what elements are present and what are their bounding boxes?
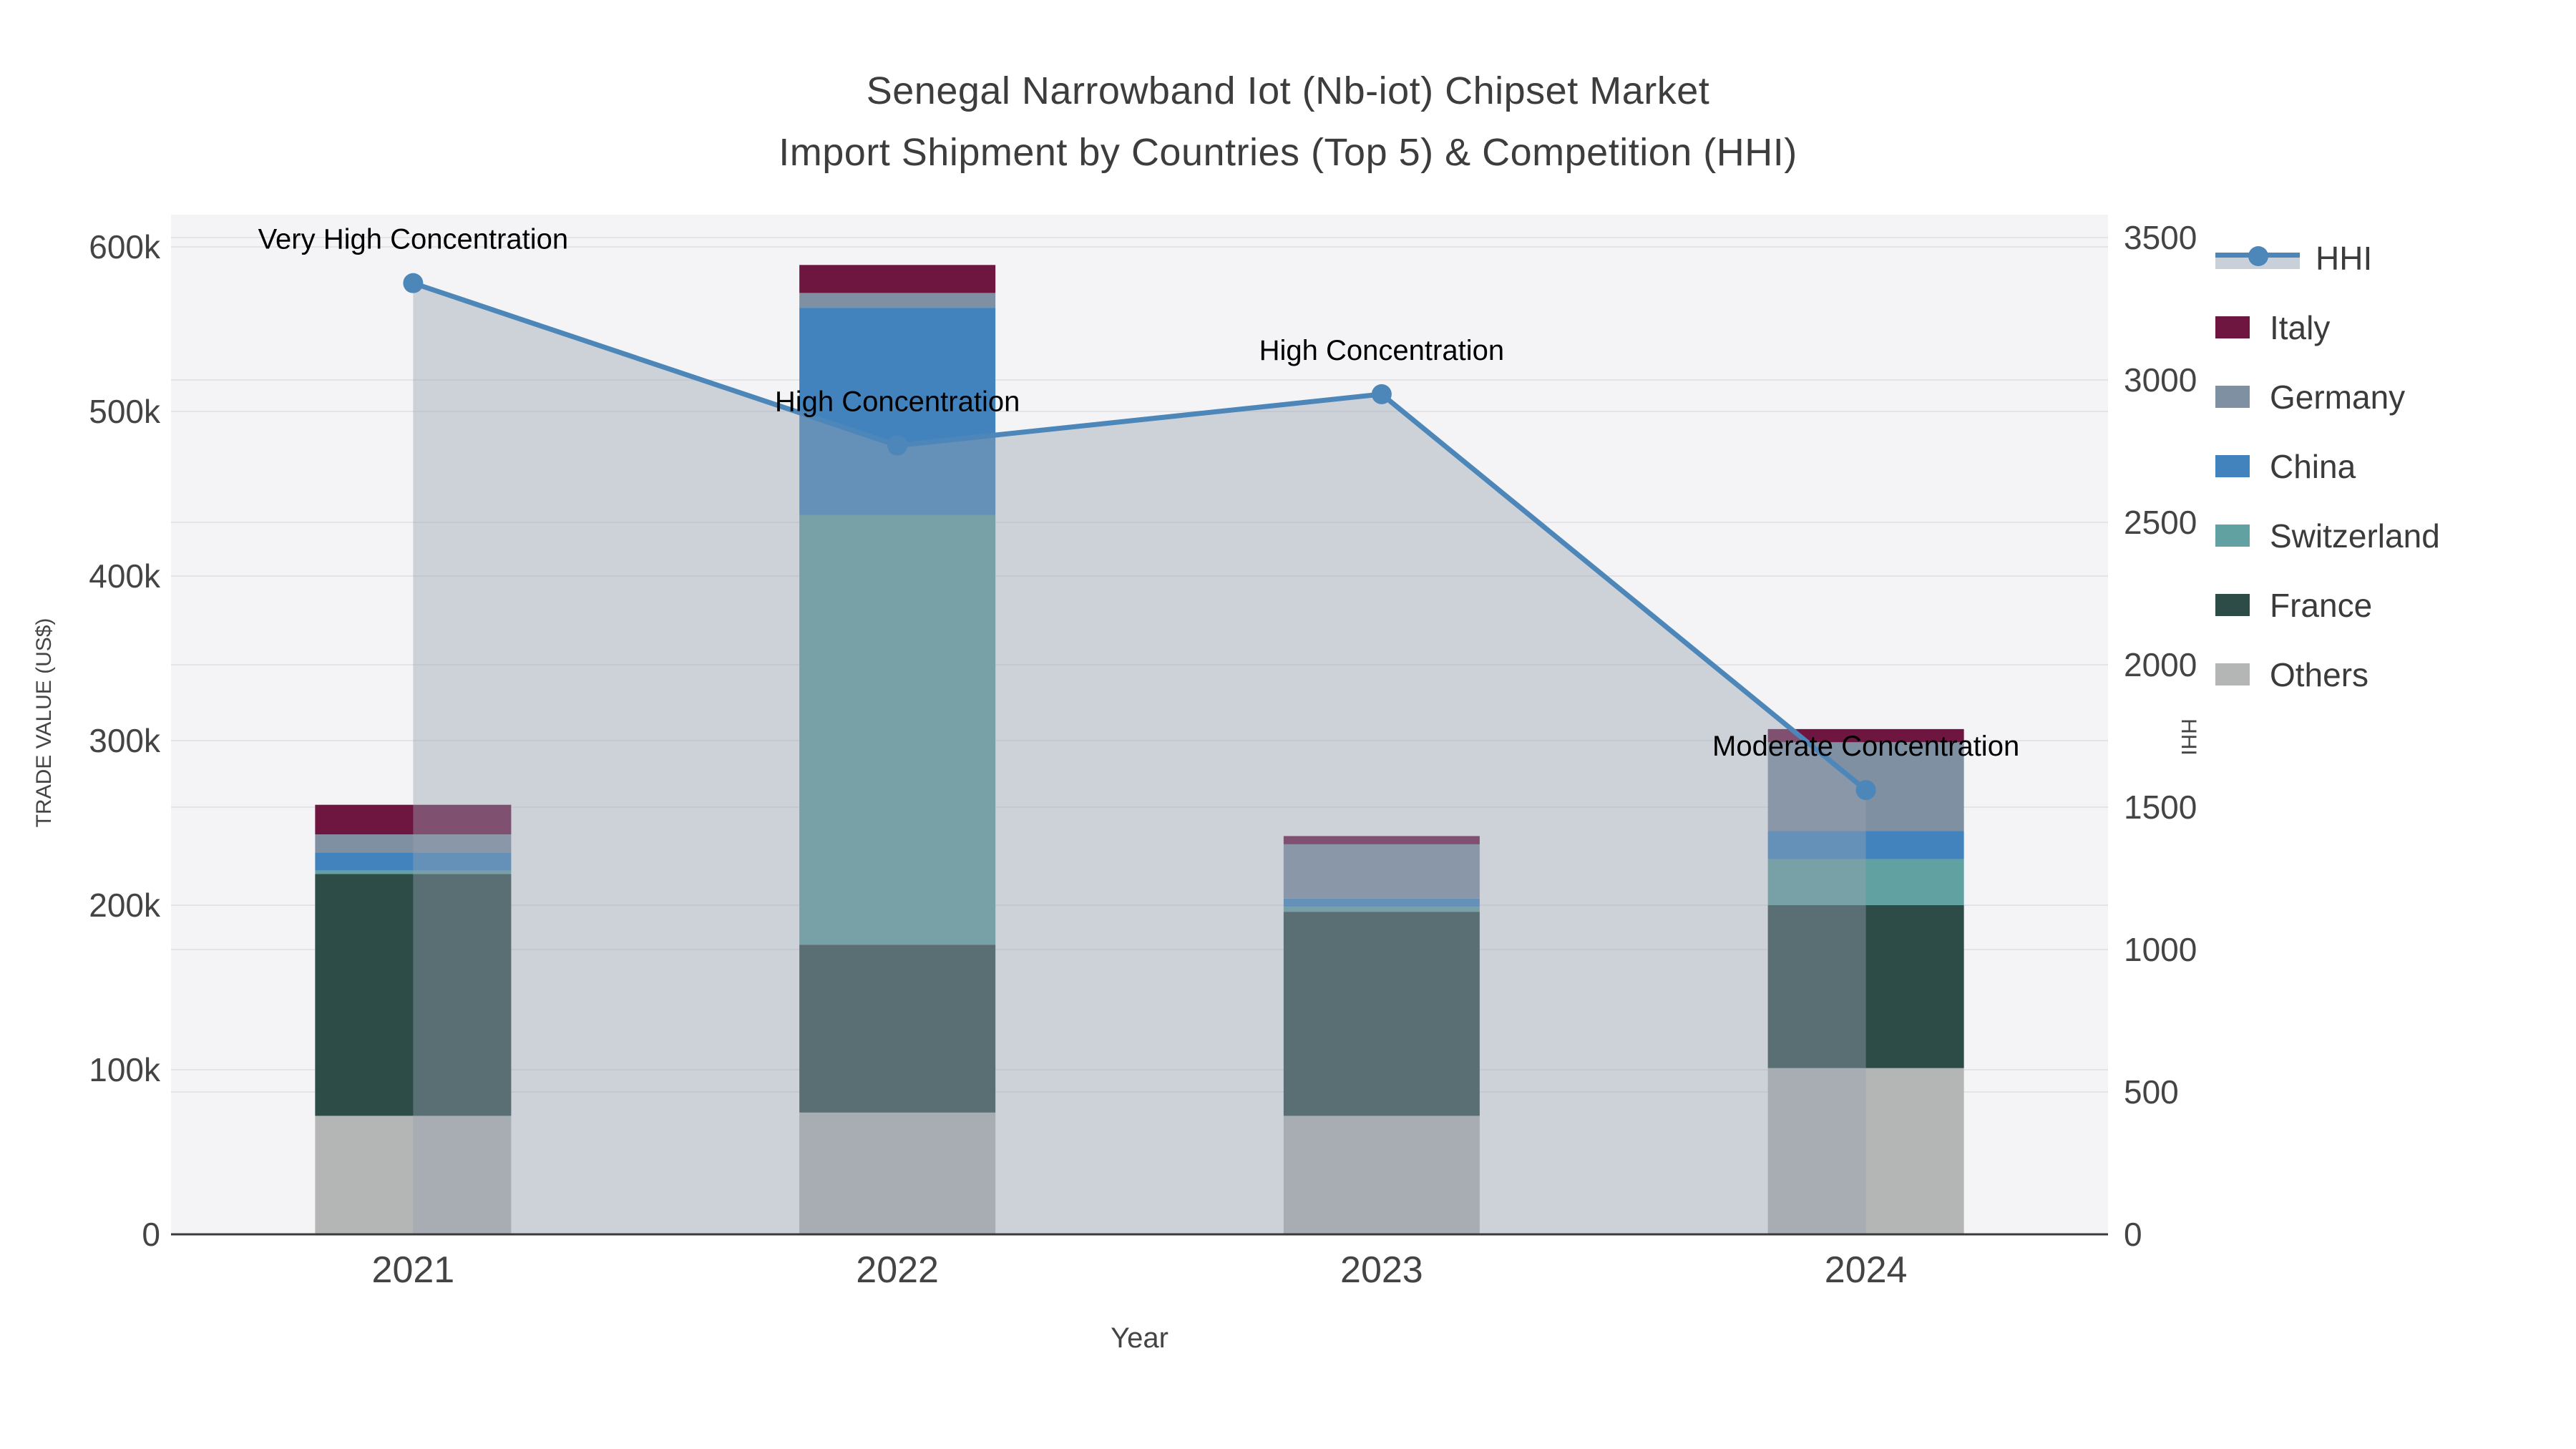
annotation-2022: High Concentration <box>775 386 1020 418</box>
bar-segment-germany-2021[interactable] <box>315 834 512 853</box>
legend-label-others: Others <box>2270 655 2369 693</box>
hhi-marker-2022[interactable] <box>887 435 908 456</box>
bar-segment-italy-2022[interactable] <box>799 265 996 293</box>
bar-segment-china-2022[interactable] <box>799 308 996 515</box>
bar-segment-others-2021[interactable] <box>315 1116 512 1234</box>
bar-segment-france-2021[interactable] <box>315 874 512 1116</box>
y-left-tick-100k: 100k <box>89 1051 161 1088</box>
hhi-marker-2021[interactable] <box>403 273 424 293</box>
y-right-tick-1000: 1000 <box>2124 931 2197 968</box>
legend: HHI Italy Germany China Switzerland France Oth… <box>2215 223 2440 709</box>
x-tick-2024[interactable]: 2024 <box>1825 1249 1908 1291</box>
legend-label-hhi: HHI <box>2316 239 2373 277</box>
y-right-tick-0: 0 <box>2124 1216 2142 1253</box>
legend-item-others[interactable]: Others <box>2215 640 2440 709</box>
bar-segment-germany-2022[interactable] <box>799 293 996 308</box>
legend-item-hhi[interactable]: HHI <box>2215 223 2440 293</box>
bar-segment-china-2021[interactable] <box>315 852 512 871</box>
y-right-tick-2500: 2500 <box>2124 504 2197 541</box>
bar-segment-france-2022[interactable] <box>799 945 996 1113</box>
legend-item-germany[interactable]: Germany <box>2215 362 2440 431</box>
bar-segment-france-2024[interactable] <box>1767 905 1964 1068</box>
legend-label-germany: Germany <box>2270 378 2406 416</box>
y-left-tick-600k: 600k <box>89 228 161 265</box>
y-left-tick-200k: 200k <box>89 887 161 924</box>
x-tick-2021[interactable]: 2021 <box>372 1249 455 1291</box>
legend-swatch-france-icon <box>2215 594 2250 616</box>
legend-swatch-italy-icon <box>2215 316 2250 338</box>
bar-segment-switzerland-2021[interactable] <box>315 870 512 874</box>
x-tick-2023[interactable]: 2023 <box>1340 1249 1423 1291</box>
legend-label-china: China <box>2270 447 2356 485</box>
y-left-axis-title: TRADE VALUE (US$) <box>32 618 56 828</box>
legend-label-italy: Italy <box>2270 308 2331 346</box>
bar-segment-china-2024[interactable] <box>1767 831 1964 859</box>
legend-label-france: France <box>2270 586 2373 624</box>
bar-segment-italy-2021[interactable] <box>315 804 512 835</box>
x-tick-2022[interactable]: 2022 <box>856 1249 939 1291</box>
legend-item-france[interactable]: France <box>2215 570 2440 640</box>
annotation-2023: High Concentration <box>1259 335 1504 366</box>
hhi-line <box>412 280 1868 792</box>
legend-item-italy[interactable]: Italy <box>2215 293 2440 362</box>
chart-title-line1: Senegal Narrowband Iot (Nb-iot) Chipset … <box>866 69 1710 112</box>
legend-item-china[interactable]: China <box>2215 431 2440 501</box>
legend-swatch-others-icon <box>2215 663 2250 686</box>
bar-segment-france-2023[interactable] <box>1283 912 1480 1116</box>
bar-segment-italy-2024[interactable] <box>1767 728 1964 743</box>
bar-segment-others-2024[interactable] <box>1767 1068 1964 1234</box>
legend-swatch-germany-icon <box>2215 386 2250 408</box>
legend-swatch-china-icon <box>2215 455 2250 477</box>
hhi-area-fill <box>413 283 1866 1235</box>
y-right-tick-2000: 2000 <box>2124 646 2197 683</box>
chart-title: Senegal Narrowband Iot (Nb-iot) Chipset … <box>0 60 2576 184</box>
y-left-tick-300k: 300k <box>89 722 161 759</box>
bar-segment-germany-2023[interactable] <box>1283 844 1480 899</box>
y-left-tick-400k: 400k <box>89 557 161 595</box>
y-right-axis-title: HHI <box>2177 718 2200 756</box>
bar-segment-others-2023[interactable] <box>1283 1116 1480 1234</box>
hhi-marker-2024[interactable] <box>1855 780 1876 801</box>
bar-segment-switzerland-2023[interactable] <box>1283 907 1480 912</box>
chart-title-line2: Import Shipment by Countries (Top 5) & C… <box>779 131 1797 175</box>
legend-swatch-switzerland-icon <box>2215 525 2250 547</box>
annotation-2021: Very High Concentration <box>258 224 569 255</box>
y-left-tick-0: 0 <box>142 1216 160 1253</box>
y-right-tick-500: 500 <box>2124 1073 2179 1111</box>
x-axis-title: Year <box>1111 1322 1169 1354</box>
annotation-2024: Moderate Concentration <box>1712 731 2019 762</box>
y-right-tick-1500: 1500 <box>2124 789 2197 826</box>
legend-label-switzerland: Switzerland <box>2270 517 2440 555</box>
legend-item-switzerland[interactable]: Switzerland <box>2215 501 2440 570</box>
bar-segment-switzerland-2024[interactable] <box>1767 859 1964 905</box>
bar-segment-china-2023[interactable] <box>1283 898 1480 907</box>
y-left-tick-500k: 500k <box>89 393 161 430</box>
bar-segment-switzerland-2022[interactable] <box>799 514 996 945</box>
y-right-tick-3500: 3500 <box>2124 219 2197 256</box>
hhi-marker-2023[interactable] <box>1371 384 1392 404</box>
bar-segment-others-2022[interactable] <box>799 1112 996 1234</box>
y-right-tick-3000: 3000 <box>2124 361 2197 399</box>
legend-hhi-line-icon <box>2215 245 2300 270</box>
bar-segment-italy-2023[interactable] <box>1283 836 1480 844</box>
